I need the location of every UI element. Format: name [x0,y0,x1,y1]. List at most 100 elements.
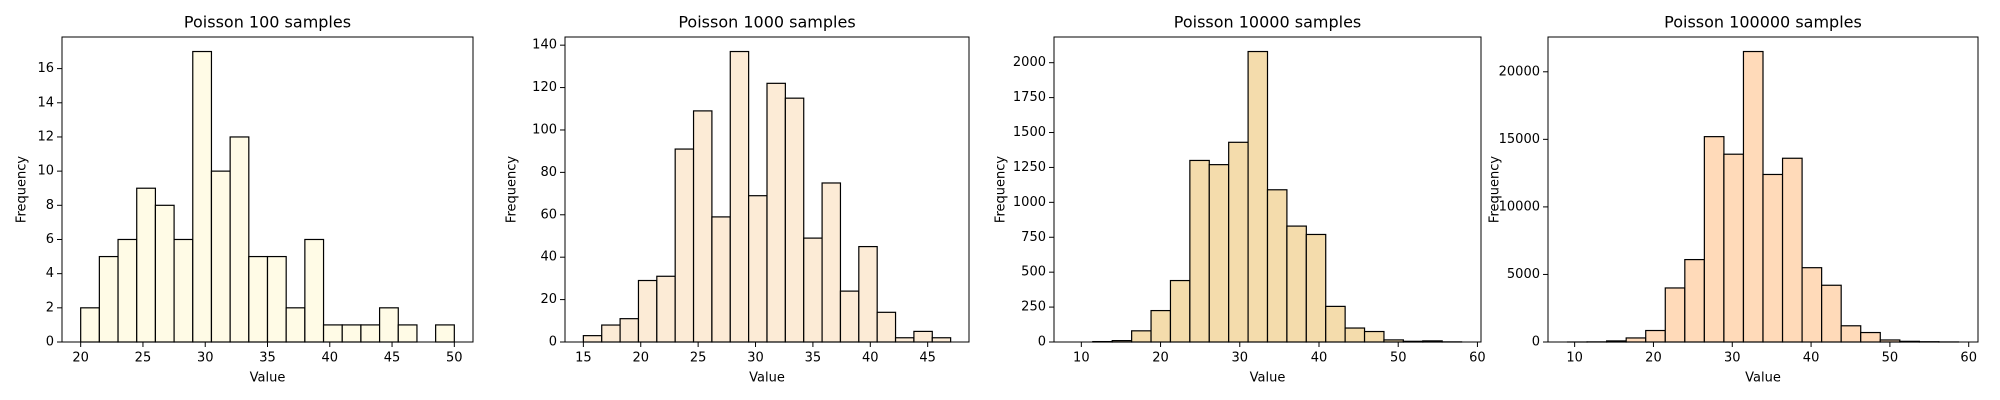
bar [839,290,860,343]
y-tick-label: 14 [37,95,54,110]
x-axis-label: Value [250,371,286,386]
y-tick-label: 0 [1038,335,1046,350]
bar [1781,157,1803,343]
y-tick-label: 0 [1532,335,1540,350]
bar [858,245,878,343]
x-tick-label: 20 [632,351,649,366]
x-tick-label: 10 [1566,351,1583,366]
y-tick-label: 100 [532,122,557,137]
y-tick-label: 750 [1021,230,1046,245]
bar [1840,325,1862,343]
x-tick-label: 40 [321,351,338,366]
axes-frame [1547,36,1979,343]
y-axis-label: Frequency [15,156,30,223]
bar [637,279,658,343]
bar [803,237,823,343]
x-tick-label: 40 [862,351,879,366]
bar [1189,159,1210,343]
bar [1664,287,1686,343]
y-tick-label: 60 [540,207,557,222]
bar [117,238,138,343]
bar [435,324,455,343]
bar [913,330,933,343]
x-tick-label: 45 [919,351,936,366]
y-tick-label: 15000 [1499,132,1540,147]
bar [766,82,786,343]
bar [619,318,640,343]
axes-frame [1053,36,1482,343]
y-tick-label: 0 [549,335,557,350]
bar [229,136,250,343]
bar [1723,153,1745,343]
y-tick-label: 500 [1021,265,1046,280]
bar [1860,331,1881,343]
bar [1762,173,1784,343]
bar [1247,50,1269,343]
bar [341,324,362,343]
bar [360,324,381,343]
bar [656,275,676,343]
y-tick-label: 6 [46,232,54,247]
bar [285,307,306,343]
x-tick-label: 30 [1724,351,1741,366]
bar [1703,136,1725,343]
chart-title: Poisson 10000 samples [1174,13,1362,32]
bar [821,182,842,343]
x-tick-label: 25 [135,351,152,366]
y-tick-label: 12 [37,129,54,144]
x-tick-label: 35 [805,351,822,366]
y-tick-label: 40 [540,250,557,265]
bar [378,307,399,343]
y-tick-label: 20000 [1499,64,1540,79]
y-tick-label: 2000 [1013,55,1046,70]
bar [1363,330,1385,343]
bar [1821,284,1842,343]
y-tick-label: 1750 [1013,90,1046,105]
y-tick-label: 80 [540,165,557,180]
bar [192,50,213,343]
y-tick-label: 120 [532,80,557,95]
y-tick-label: 1000 [1013,195,1046,210]
bar [1169,279,1191,343]
y-tick-label: 16 [37,61,54,76]
bar [711,216,731,343]
bar [674,148,695,343]
bar [1131,330,1152,343]
x-tick-label: 30 [197,351,214,366]
bar [601,324,621,343]
y-tick-label: 10 [37,164,54,179]
y-tick-label: 2 [46,300,54,315]
x-tick-label: 15 [575,351,592,366]
bar [1228,141,1249,343]
bar [729,50,750,343]
bar [1150,309,1172,343]
bar [894,337,915,343]
bar [80,307,100,343]
x-tick-label: 50 [1882,351,1899,366]
bar [748,195,768,343]
x-tick-label: 50 [446,351,463,366]
y-tick-label: 1500 [1013,125,1046,140]
y-tick-label: 0 [46,335,54,350]
bar [1801,267,1823,343]
x-tick-label: 40 [1803,351,1820,366]
y-tick-label: 4 [46,266,54,281]
x-tick-label: 60 [1960,351,1977,366]
y-axis-label: Frequency [1488,156,1503,223]
bar [1684,258,1705,343]
bar [692,110,713,343]
x-tick-label: 25 [690,351,707,366]
bar [1286,225,1307,343]
bar [582,335,603,343]
bar [98,255,119,343]
bar [1325,305,1346,343]
bar [1645,329,1666,343]
bar [876,311,897,343]
bar [931,337,952,343]
y-tick-label: 8 [46,198,54,213]
x-tick-label: 45 [384,351,401,366]
bar [1208,164,1230,343]
x-axis-label: Value [1745,371,1781,386]
bar [266,255,287,343]
